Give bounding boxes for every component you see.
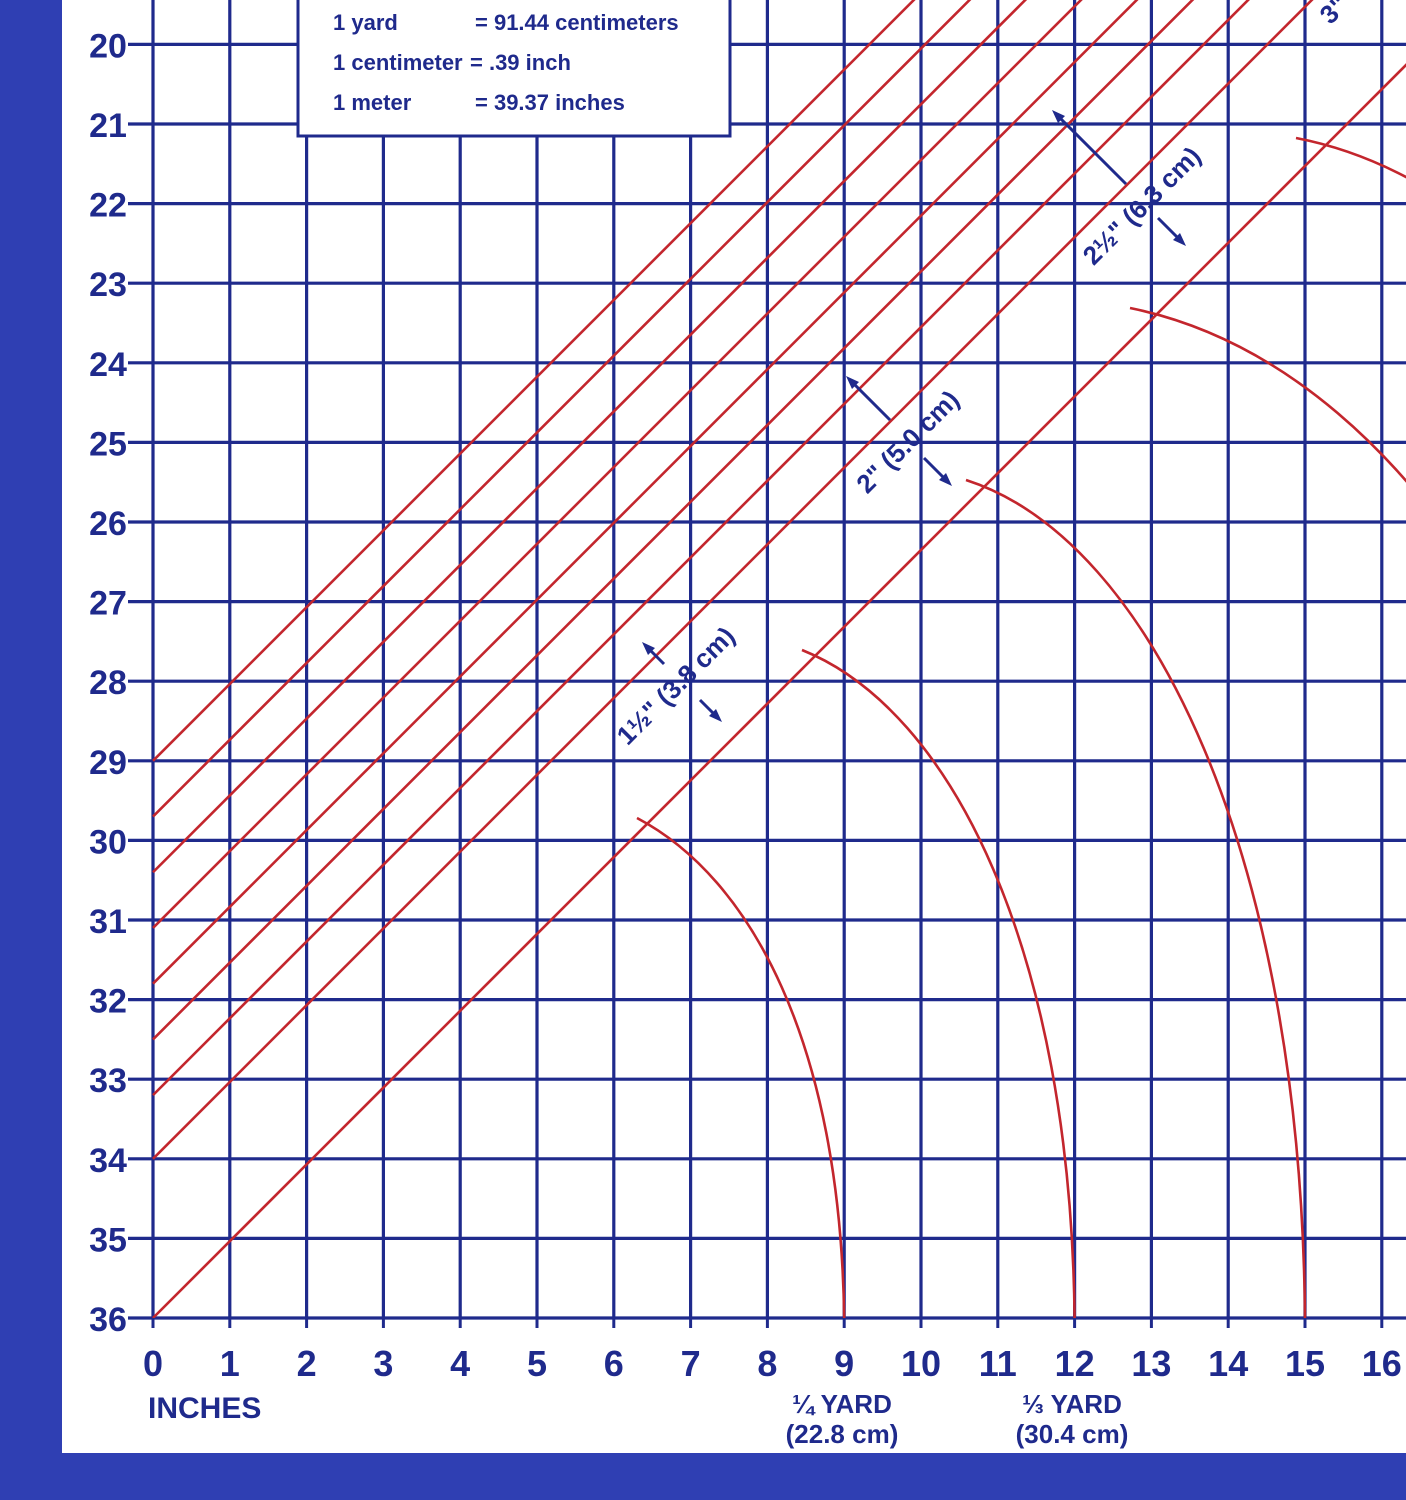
bias-line: [152, 0, 1028, 874]
yardage-arcs: [636, 136, 1406, 1319]
bottom-scale-label: 16: [1362, 1343, 1402, 1384]
yard-label-quarter: ¼ YARD (22.8 cm): [786, 1389, 899, 1449]
bottom-scale-label: 9: [834, 1343, 854, 1384]
bottom-scale-label: 7: [681, 1343, 701, 1384]
bottom-scale-label: 5: [527, 1343, 547, 1384]
paper: [62, 0, 1406, 1453]
bottom-scale-label: 6: [604, 1343, 624, 1384]
bottom-scale-label: 15: [1285, 1343, 1325, 1384]
conversion-unit: 1 yard: [333, 10, 398, 35]
left-scale-label: 35: [89, 1221, 127, 1259]
yardage-arc: [801, 648, 1076, 1319]
conversion-value: = 39.37 inches: [475, 90, 625, 115]
left-scale-label: 34: [89, 1142, 127, 1180]
bottom-scale-label: 14: [1208, 1343, 1248, 1384]
bottom-scale-label: 12: [1055, 1343, 1095, 1384]
left-scale-label: 27: [89, 585, 127, 623]
left-scale-label: 30: [89, 823, 127, 861]
left-scale-label: 28: [89, 664, 127, 702]
bottom-scale-label: 8: [757, 1343, 777, 1384]
left-scale-label: 20: [89, 27, 127, 65]
yard-label-third: ⅓ YARD (30.4 cm): [1016, 1389, 1129, 1449]
bottom-scale-label: 13: [1131, 1343, 1171, 1384]
conversion-unit: 1 centimeter: [333, 50, 463, 75]
left-scale-label: 23: [89, 266, 127, 304]
bottom-scale-label: 4: [450, 1343, 470, 1384]
conversion-box: 1 yard = 91.44 centimeters 1 centimeter …: [296, 0, 732, 138]
bottom-scale-label: 10: [901, 1343, 941, 1384]
conversion-value: = .39 inch: [470, 50, 571, 75]
yardage-arc: [965, 478, 1307, 1319]
yard-metric: (30.4 cm): [1016, 1419, 1129, 1449]
left-scale-label: 36: [89, 1301, 127, 1339]
left-scale-label: 32: [89, 983, 127, 1021]
left-scale-label: 24: [89, 346, 127, 384]
conversion-value: = 91.44 centimeters: [475, 10, 679, 35]
yard-fraction: ¼ YARD: [792, 1389, 892, 1419]
tick-marks: [151, 1318, 1384, 1328]
left-scale: 20 21 22 23 24 25 26 27 28 29 30 31 32 33 34 35 36: [89, 27, 127, 1339]
left-scale-label: 21: [89, 107, 127, 145]
conversion-unit: 1 meter: [333, 90, 412, 115]
bias-line: [152, 0, 1195, 1041]
left-scale-label: 31: [89, 903, 127, 941]
yardage-arc: [1129, 306, 1406, 484]
bias-line: [152, 0, 1139, 985]
left-scale-label: 26: [89, 505, 127, 543]
yard-metric: (22.8 cm): [786, 1419, 899, 1449]
bottom-border: [0, 1453, 1406, 1500]
bias-line: [152, 0, 1083, 929]
bias-line: [152, 0, 916, 762]
bias-line: [152, 63, 1406, 1319]
left-scale-label: 25: [89, 425, 127, 463]
left-border: [0, 0, 62, 1500]
left-scale-label: 22: [89, 187, 127, 225]
bias-line: [152, 0, 1314, 1160]
bias-line: [152, 0, 972, 818]
left-scale-label: 33: [89, 1062, 127, 1100]
bottom-scale: 0 1 2 3 4 5 6 7 8 9 10 11 12 13 14 15 16: [143, 1343, 1402, 1384]
bias-lines: [152, 0, 1406, 1319]
yardage-arc: [636, 816, 846, 1319]
bias-line: [152, 0, 1250, 1097]
bottom-scale-label: 3: [373, 1343, 393, 1384]
grid-lines: [128, 0, 1406, 1320]
yard-fraction: ⅓ YARD: [1022, 1389, 1122, 1419]
bottom-scale-label: 11: [979, 1343, 1017, 1384]
left-scale-label: 29: [89, 744, 127, 782]
bottom-scale-label: 0: [143, 1343, 163, 1384]
bottom-scale-label: 1: [220, 1343, 240, 1384]
bottom-scale-label: 2: [297, 1343, 317, 1384]
inches-label: INCHES: [148, 1392, 261, 1425]
